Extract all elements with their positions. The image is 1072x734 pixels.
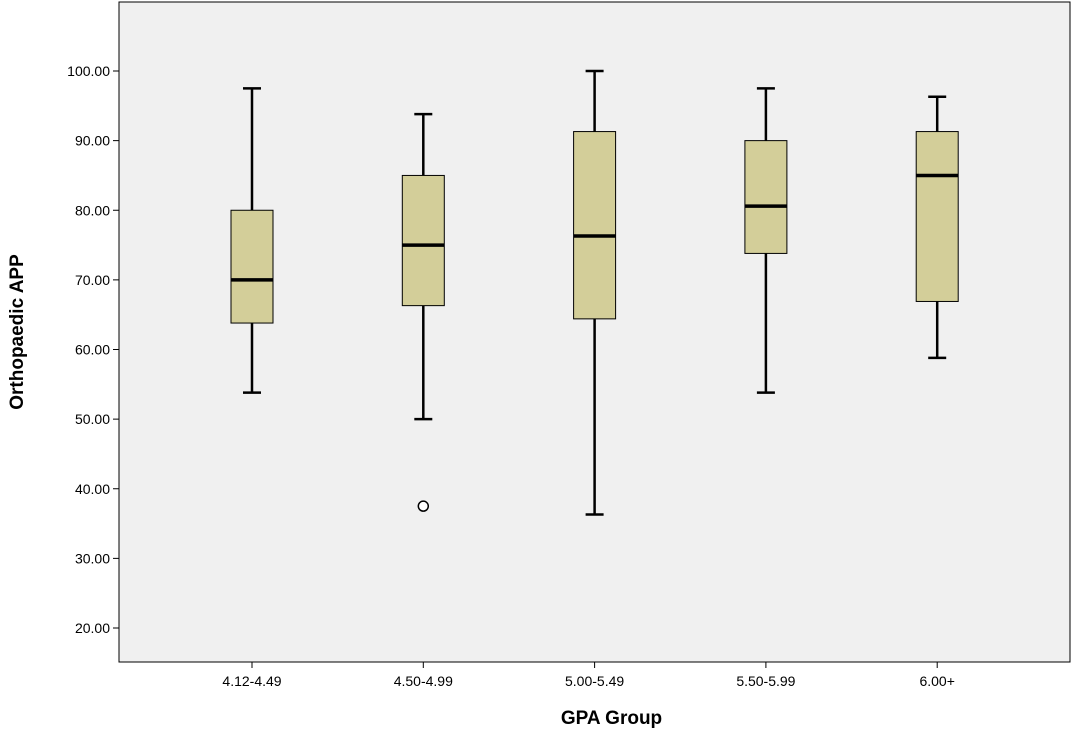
x-tick-label: 6.00+ bbox=[919, 673, 954, 689]
y-axis: 20.00 30.00 40.00 50.00 60.00 70.00 80.00 90.00… bbox=[67, 63, 119, 636]
box-group bbox=[915, 95, 959, 360]
x-axis-title: GPA Group bbox=[561, 708, 662, 729]
box-iqr bbox=[573, 131, 617, 320]
y-axis-title: Orthopaedic APP bbox=[7, 254, 28, 410]
box-group bbox=[401, 112, 445, 512]
box-series bbox=[230, 69, 959, 516]
box-iqr bbox=[744, 140, 788, 254]
x-tick-label: 5.00-5.49 bbox=[565, 673, 624, 689]
y-tick-label: 80.00 bbox=[75, 202, 110, 218]
y-tick-label: 40.00 bbox=[75, 481, 110, 497]
y-tick-label: 30.00 bbox=[75, 550, 110, 566]
x-tick-label: 5.50-5.99 bbox=[736, 673, 795, 689]
box-group bbox=[744, 87, 788, 394]
box-iqr bbox=[915, 131, 959, 302]
box-iqr bbox=[230, 209, 274, 324]
y-tick-label: 100.00 bbox=[67, 63, 110, 79]
x-tick-label: 4.50-4.99 bbox=[394, 673, 453, 689]
y-tick-label: 50.00 bbox=[75, 411, 110, 427]
box-iqr bbox=[401, 174, 445, 307]
box-group bbox=[230, 87, 274, 394]
x-axis: 4.12-4.49 4.50-4.99 5.00-5.49 5.50-5.99 6.00… bbox=[222, 662, 955, 689]
outlier-point bbox=[417, 500, 430, 512]
box-group bbox=[573, 69, 617, 516]
y-tick-label: 60.00 bbox=[75, 342, 110, 358]
y-tick-label: 20.00 bbox=[75, 620, 110, 636]
y-tick-label: 70.00 bbox=[75, 272, 110, 288]
x-tick-label: 4.12-4.49 bbox=[222, 673, 281, 689]
y-tick-label: 90.00 bbox=[75, 133, 110, 149]
